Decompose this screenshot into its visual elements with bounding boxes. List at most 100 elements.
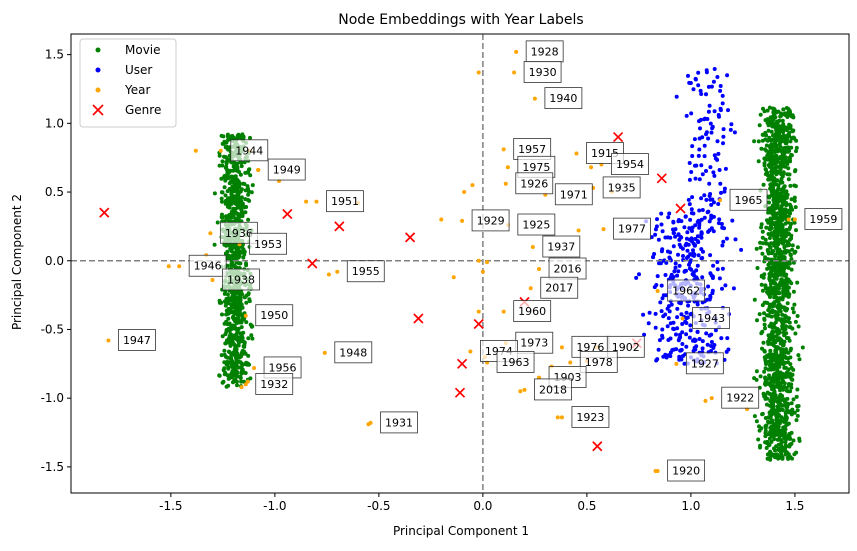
point-movie: [767, 373, 771, 378]
point-movie: [783, 374, 788, 379]
point-movie: [768, 403, 772, 408]
point-movie: [233, 255, 238, 260]
point-movie: [759, 282, 764, 287]
point-movie: [783, 424, 788, 429]
point-movie: [774, 138, 779, 143]
point-movie: [785, 408, 790, 413]
point-movie: [222, 348, 227, 353]
point-user: [677, 237, 682, 242]
point-user: [676, 219, 681, 224]
point-movie: [773, 166, 778, 171]
point-movie: [224, 243, 229, 248]
point-genre: [656, 173, 667, 184]
point-movie: [224, 164, 229, 169]
point-movie: [766, 128, 771, 133]
point-movie: [779, 210, 784, 215]
point-movie: [224, 155, 229, 160]
point-movie: [789, 346, 793, 351]
point-user: [695, 302, 700, 307]
point-movie: [763, 237, 768, 242]
point-movie: [778, 407, 783, 412]
year-label-box: [346, 260, 385, 283]
point-movie: [786, 231, 791, 236]
point-user: [704, 331, 709, 336]
point-movie: [761, 340, 766, 345]
point-user: [722, 186, 727, 191]
year-label-text: 1977: [618, 223, 646, 236]
point-movie: [784, 239, 789, 244]
point-user: [690, 239, 694, 244]
point-movie: [754, 419, 759, 424]
genre-marker-stroke: [456, 358, 468, 369]
point-movie: [780, 312, 785, 317]
point-movie: [235, 291, 240, 295]
point-movie: [764, 362, 768, 366]
point-movie: [785, 149, 790, 154]
y-tick-label: 1.0: [45, 116, 64, 130]
point-movie: [775, 417, 780, 422]
point-user: [693, 237, 698, 241]
point-movie: [777, 303, 781, 308]
point-movie: [787, 130, 792, 135]
point-movie: [231, 200, 236, 204]
point-movie: [222, 366, 227, 371]
point-movie: [235, 328, 240, 333]
point-movie: [769, 439, 774, 444]
point-user: [653, 232, 658, 237]
point-user: [679, 312, 684, 317]
point-user: [711, 170, 716, 175]
point-movie: [760, 412, 765, 417]
point-user: [704, 169, 708, 173]
year-label-text: 1930: [529, 66, 557, 79]
point-movie: [783, 284, 788, 289]
year-label-box: [571, 406, 610, 428]
point-user: [674, 347, 679, 352]
point-user: [718, 181, 723, 186]
point-movie: [786, 109, 791, 114]
x-tick-label: -0.5: [367, 499, 390, 513]
point-movie: [217, 153, 222, 158]
point-movie: [795, 280, 800, 285]
year-label-text: 1932: [260, 378, 288, 391]
point-movie: [239, 325, 244, 330]
point-movie: [765, 396, 770, 401]
point-year-labeled: [514, 49, 519, 54]
point-user: [719, 336, 724, 341]
point-genre: [454, 387, 466, 398]
year-label: 1948: [334, 341, 373, 364]
point-movie: [768, 216, 773, 221]
point-movie: [789, 441, 794, 446]
point-movie: [784, 421, 789, 426]
year-label: 2017: [540, 276, 579, 299]
point-movie: [786, 294, 791, 299]
point-movie: [776, 414, 781, 419]
point-movie: [775, 432, 779, 437]
point-movie: [767, 244, 772, 248]
point-movie: [772, 178, 777, 182]
point-movie: [779, 223, 784, 228]
point-year-labeled: [709, 396, 714, 401]
point-movie: [786, 350, 791, 355]
point-movie: [249, 333, 254, 338]
point-movie: [759, 225, 764, 230]
point-user: [700, 339, 705, 344]
point-genre: [413, 313, 424, 324]
point-user: [647, 310, 652, 315]
year-label-box: [230, 139, 269, 162]
point-user: [689, 227, 693, 232]
y-tick-label: -1.5: [41, 460, 64, 474]
point-user: [715, 267, 720, 272]
point-movie: [770, 174, 775, 179]
point-user: [710, 288, 715, 293]
point-movie: [790, 377, 795, 382]
point-user: [667, 211, 672, 216]
point-movie: [765, 266, 770, 271]
point-movie: [225, 204, 230, 209]
year-label: 1953: [249, 232, 287, 255]
point-user: [705, 210, 710, 215]
point-movie: [795, 245, 800, 250]
point-movie: [756, 437, 761, 442]
point-user: [712, 67, 717, 71]
point-movie: [233, 377, 238, 382]
point-movie: [769, 314, 774, 319]
